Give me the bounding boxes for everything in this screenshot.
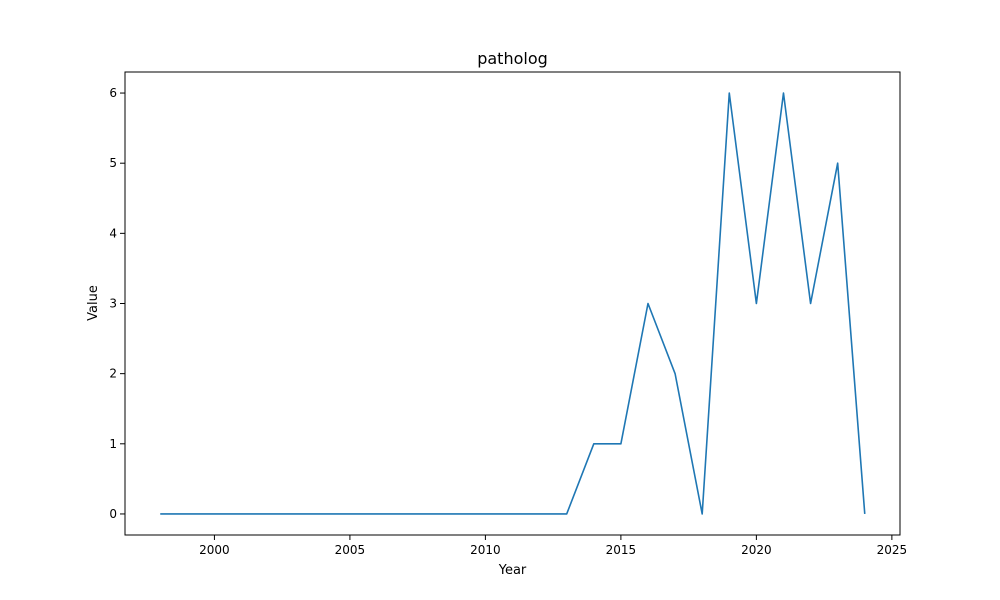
x-tick-label: 2010	[470, 543, 501, 557]
plot-area: 2000 2005 2010 2015 2020 2025 0 1 2 3 4 5 6	[109, 71, 908, 557]
x-axis-label: Year	[498, 563, 527, 578]
y-tick-label: 3	[109, 297, 117, 311]
x-tick-label: 2000	[199, 543, 230, 557]
plot-frame	[124, 71, 901, 536]
y-tick-label: 2	[109, 367, 117, 381]
y-tick-label: 4	[109, 226, 117, 240]
y-tick-label: 1	[109, 437, 117, 451]
x-tick-label: 2015	[606, 543, 637, 557]
chart-title: patholog	[477, 49, 548, 68]
y-tick-label: 0	[109, 507, 117, 521]
y-axis-label: Value	[86, 285, 101, 321]
x-tick-label: 2005	[335, 543, 366, 557]
series-line	[160, 92, 866, 515]
x-tick-label: 2020	[741, 543, 772, 557]
y-tick-label: 5	[109, 156, 117, 170]
y-tick-label: 6	[109, 86, 117, 100]
x-tick-label: 2025	[877, 543, 908, 557]
